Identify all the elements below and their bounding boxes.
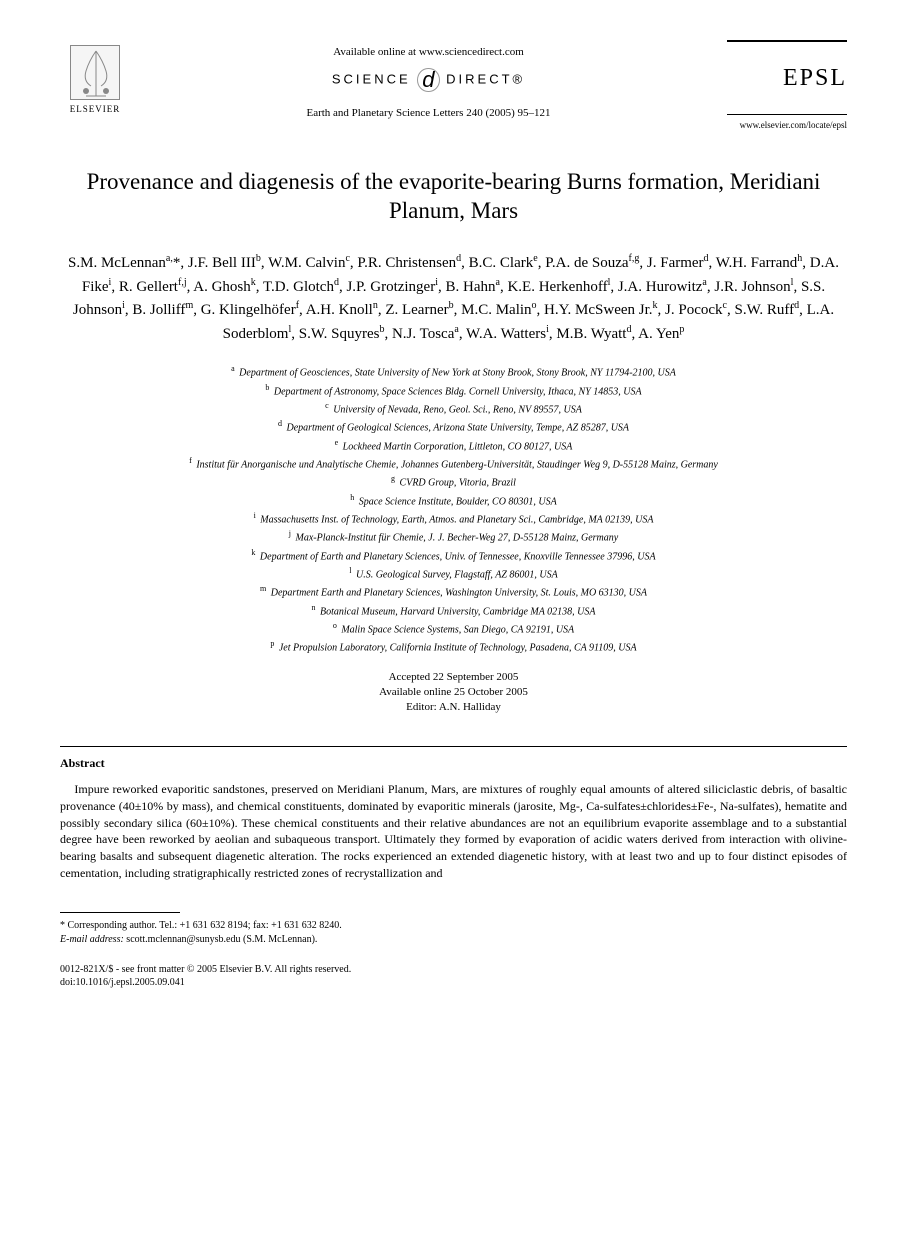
- affiliation-item: g CVRD Group, Vitoria, Brazil: [60, 473, 847, 490]
- sd-at-icon: d: [417, 68, 439, 92]
- sd-right: DIRECT®: [446, 71, 525, 86]
- affiliation-item: i Massachusetts Inst. of Technology, Ear…: [60, 510, 847, 527]
- email-label: E-mail address:: [60, 934, 124, 945]
- affiliation-item: d Department of Geological Sciences, Ari…: [60, 418, 847, 435]
- accepted-date: Accepted 22 September 2005: [60, 670, 847, 685]
- journal-url: www.elsevier.com/locate/epsl: [727, 119, 847, 131]
- journal-reference: Earth and Planetary Science Letters 240 …: [130, 106, 727, 121]
- abstract-heading: Abstract: [60, 755, 847, 771]
- paper-title: Provenance and diagenesis of the evapori…: [60, 167, 847, 227]
- affiliation-item: f Institut für Anorganische und Analytis…: [60, 455, 847, 472]
- epsl-rule-bottom: [727, 114, 847, 115]
- affiliation-item: o Malin Space Science Systems, San Diego…: [60, 620, 847, 637]
- affiliation-item: c University of Nevada, Reno, Geol. Sci.…: [60, 400, 847, 417]
- affiliation-item: j Max-Planck-Institut für Chemie, J. J. …: [60, 528, 847, 545]
- corresponding-label: * Corresponding author. Tel.: +1 631 632…: [60, 919, 847, 933]
- affiliations-list: a Department of Geosciences, State Unive…: [60, 363, 847, 655]
- corresponding-email-line: E-mail address: scott.mclennan@sunysb.ed…: [60, 933, 847, 947]
- email-address: scott.mclennan@sunysb.edu (S.M. McLennan…: [126, 934, 317, 945]
- affiliation-item: l U.S. Geological Survey, Flagstaff, AZ …: [60, 565, 847, 582]
- online-date: Available online 25 October 2005: [60, 685, 847, 700]
- affiliation-item: p Jet Propulsion Laboratory, California …: [60, 638, 847, 655]
- affiliation-item: e Lockheed Martin Corporation, Littleton…: [60, 437, 847, 454]
- abstract-text: Impure reworked evaporitic sandstones, p…: [60, 781, 847, 882]
- elsevier-name: ELSEVIER: [70, 103, 121, 115]
- journal-abbrev: EPSL: [727, 62, 847, 94]
- elsevier-tree-icon: [70, 45, 120, 100]
- affiliation-item: a Department of Geosciences, State Unive…: [60, 363, 847, 380]
- corresponding-author: * Corresponding author. Tel.: +1 631 632…: [60, 919, 847, 947]
- affiliation-item: b Department of Astronomy, Space Science…: [60, 382, 847, 399]
- elsevier-logo: ELSEVIER: [60, 40, 130, 120]
- editor-line: Editor: A.N. Halliday: [60, 700, 847, 715]
- affiliation-item: m Department Earth and Planetary Science…: [60, 583, 847, 600]
- affiliation-item: n Botanical Museum, Harvard University, …: [60, 602, 847, 619]
- sd-left: SCIENCE: [332, 71, 411, 86]
- footnote-rule: [60, 912, 180, 913]
- journal-brand-box: EPSL www.elsevier.com/locate/epsl: [727, 40, 847, 132]
- paper-header: ELSEVIER Available online at www.science…: [60, 40, 847, 132]
- sciencedirect-logo: SCIENCE d DIRECT®: [130, 68, 727, 92]
- center-header: Available online at www.sciencedirect.co…: [130, 40, 727, 125]
- doi-block: 0012-821X/$ - see front matter © 2005 El…: [60, 963, 847, 989]
- copyright-line: 0012-821X/$ - see front matter © 2005 El…: [60, 963, 847, 976]
- affiliation-item: h Space Science Institute, Boulder, CO 8…: [60, 492, 847, 509]
- publication-dates: Accepted 22 September 2005 Available onl…: [60, 670, 847, 716]
- available-online-text: Available online at www.sciencedirect.co…: [130, 45, 727, 60]
- affiliation-item: k Department of Earth and Planetary Scie…: [60, 547, 847, 564]
- epsl-rule-top: [727, 40, 847, 42]
- authors-list: S.M. McLennana,*, J.F. Bell IIIb, W.M. C…: [60, 251, 847, 345]
- doi-line: doi:10.1016/j.epsl.2005.09.041: [60, 976, 847, 989]
- abstract-rule: [60, 746, 847, 747]
